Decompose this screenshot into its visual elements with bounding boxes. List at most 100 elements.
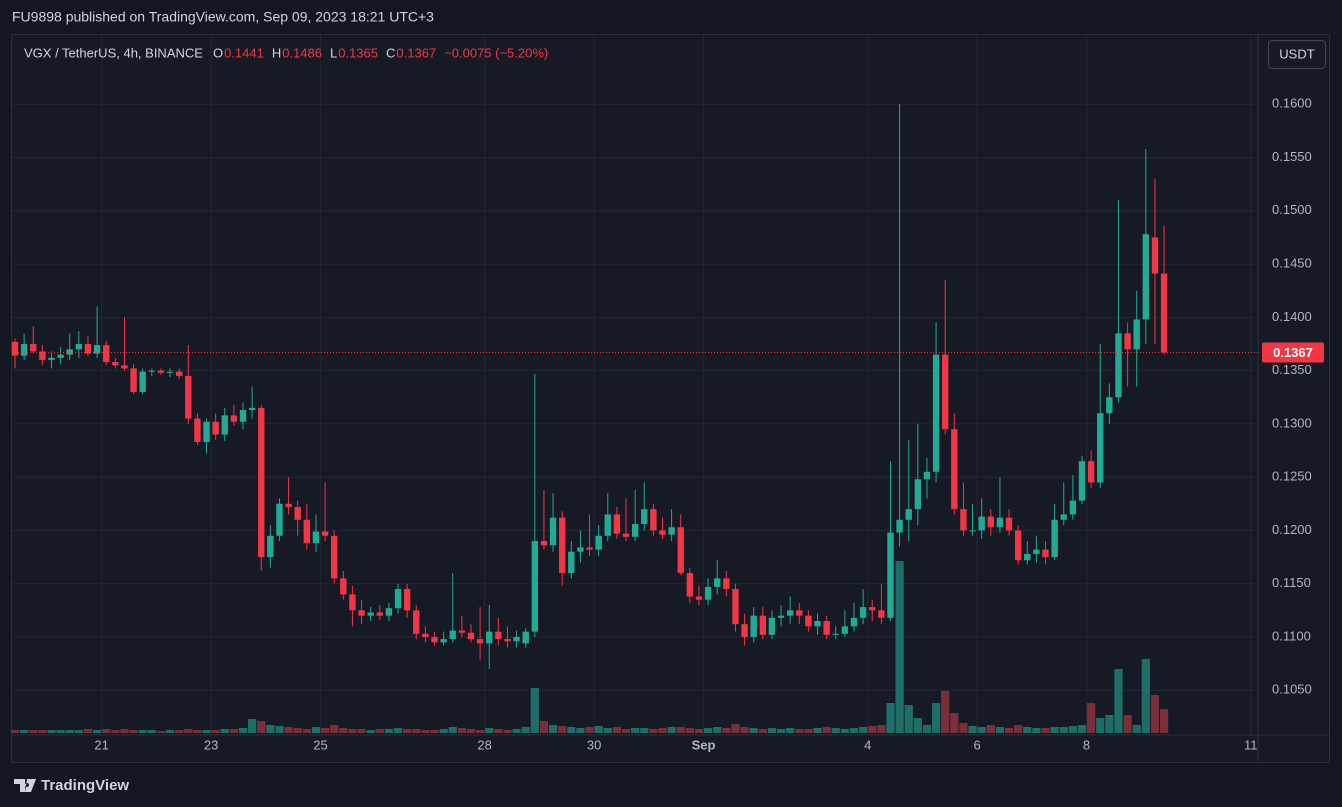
candle-body [668, 527, 675, 535]
candle-body [349, 594, 356, 611]
candle-body [741, 624, 748, 637]
candle-body [887, 532, 894, 618]
volume-bar [895, 561, 904, 733]
volume-bar [904, 705, 913, 733]
volume-bar [640, 728, 649, 733]
volume-bar [740, 727, 749, 733]
candle-body [458, 630, 466, 633]
candle-body [294, 506, 301, 520]
volume-bar [120, 729, 129, 733]
volume-bar [83, 729, 93, 733]
ohlc-value: 0.1365 [338, 45, 378, 60]
candle-body [905, 509, 912, 520]
volume-bar [795, 729, 804, 733]
volume-bar [585, 727, 594, 733]
volume-bar [503, 730, 512, 733]
volume-bar [403, 729, 412, 733]
candle-body [850, 617, 858, 627]
currency-button[interactable] [1268, 40, 1326, 69]
candle-body [1133, 319, 1140, 350]
volume-bar [330, 725, 339, 733]
candle-body [476, 639, 484, 644]
y-tick-label: 0.1400 [1272, 309, 1312, 324]
volume-bar [366, 730, 375, 733]
volume-bar [1141, 659, 1150, 733]
candle-body [1087, 461, 1095, 483]
candle-body [84, 343, 92, 354]
candle-body [185, 375, 192, 419]
candle-body [449, 630, 456, 640]
volume-bar [539, 721, 549, 733]
currency-label[interactable]: USDT [1279, 46, 1314, 61]
volume-bar [92, 730, 102, 733]
candle-body [30, 343, 37, 352]
x-tick-label: 4 [864, 737, 871, 752]
volume-bar [986, 725, 995, 733]
volume-bar [111, 730, 120, 733]
volume-bar [831, 728, 840, 733]
volume-bar [275, 726, 284, 733]
candle-body [942, 354, 949, 430]
volume-bar [220, 729, 229, 733]
x-tick-label: 8 [1083, 737, 1090, 752]
volume-bar [758, 729, 767, 733]
volume-bar [129, 730, 138, 733]
candle-body [1042, 549, 1049, 558]
volume-bar [466, 729, 476, 733]
candle-body [248, 407, 256, 411]
volume-bar [594, 726, 603, 733]
candle-body [604, 514, 611, 536]
volume-bar [849, 728, 859, 733]
candle-body [914, 479, 922, 510]
volume-bar [567, 727, 576, 733]
volume-bar [1114, 669, 1123, 733]
y-tick-label: 0.1300 [1272, 415, 1312, 430]
candle-body [960, 509, 967, 531]
candle-body [1142, 234, 1150, 320]
x-tick-label: Sep [692, 737, 716, 752]
y-tick-label: 0.1550 [1272, 149, 1312, 164]
y-tick-label: 0.1150 [1272, 575, 1311, 590]
volume-bar [494, 729, 503, 733]
y-tick-label: 0.1450 [1272, 256, 1312, 271]
candle-body [267, 535, 274, 558]
candle-body [394, 589, 402, 609]
candle-body [695, 596, 703, 600]
candle-body [1097, 413, 1104, 483]
publish-header: FU9898 published on TradingView.com, Sep… [12, 9, 434, 25]
volume-bar [868, 726, 877, 733]
candle-body [1069, 500, 1077, 515]
candle-body [558, 517, 566, 574]
candle-body [93, 345, 101, 354]
candle-body [385, 608, 393, 616]
candle-body [139, 371, 146, 392]
volume-bar [959, 723, 968, 733]
candle-body [321, 531, 329, 536]
volume-bar [649, 729, 658, 733]
x-tick-label: 21 [94, 737, 108, 752]
candle-body [586, 547, 593, 550]
volume-bar [1132, 725, 1141, 733]
volume-bar [1150, 695, 1160, 733]
candle-body [440, 639, 447, 643]
volume-bar [457, 728, 466, 733]
ohlc-letter: O [213, 45, 223, 60]
candle-body [403, 589, 411, 611]
volume-bar [138, 730, 147, 733]
volume-bar [530, 688, 539, 733]
ohlc-letter: L [330, 45, 337, 60]
candle-body [148, 370, 155, 372]
volume-bar [995, 727, 1005, 733]
volume-bar [767, 728, 777, 733]
x-tick-label: 25 [313, 737, 327, 752]
candle-body [932, 354, 940, 472]
ohlc-letter: H [272, 45, 281, 60]
candle-body [1060, 514, 1067, 520]
x-tick-label: 23 [204, 737, 218, 752]
volume-bar [238, 728, 248, 733]
volume-bar [694, 729, 704, 733]
volume-bar [10, 730, 20, 733]
candle-body [194, 418, 201, 443]
volume-bar [667, 727, 676, 733]
candle-body [969, 530, 976, 532]
